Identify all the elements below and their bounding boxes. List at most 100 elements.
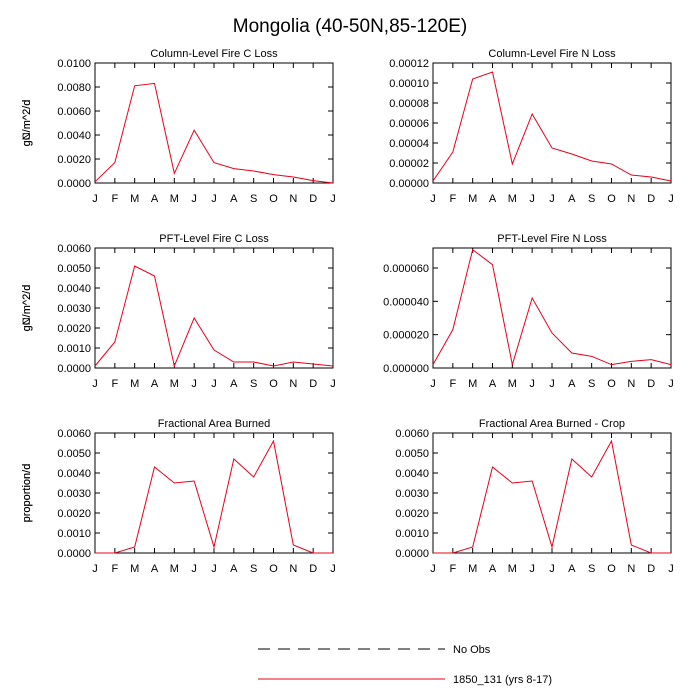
x-tick-label: D <box>309 193 317 205</box>
chart-panel: Column-Level Fire C Loss gC/m^2/d 0.0000 0.… <box>21 48 336 205</box>
legend: No Obs 1850_131 (yrs 8-17) <box>258 644 552 686</box>
chart-title: PFT-Level Fire C Loss <box>159 233 269 245</box>
y-tick-label: 0.000000 <box>383 363 429 375</box>
x-tick-label: M <box>170 193 179 205</box>
series-line <box>94 82 334 184</box>
y-tick-label: 0.0060 <box>395 428 429 440</box>
x-tick-label: O <box>269 378 278 390</box>
x-tick-label: J <box>330 563 336 575</box>
x-tick-label: A <box>489 378 497 390</box>
x-tick-label: O <box>607 193 616 205</box>
x-tick-label: F <box>111 563 118 575</box>
x-tick-label: J <box>92 563 98 575</box>
series-line <box>433 439 671 554</box>
x-tick-label: D <box>647 378 655 390</box>
x-tick-label: S <box>588 563 595 575</box>
x-tick-label: M <box>130 378 139 390</box>
x-tick-label: A <box>151 193 159 205</box>
x-tick-label: A <box>151 378 159 390</box>
x-tick-label: N <box>627 563 635 575</box>
y-tick-label: 0.000020 <box>383 330 429 342</box>
chart-panel: Column-Level Fire N Loss gN/m^2/d 0.00000 0… <box>21 48 674 205</box>
y-tick-label: 0.0050 <box>395 448 429 460</box>
y-tick-label: 0.000040 <box>383 296 429 308</box>
x-tick-label: F <box>111 378 118 390</box>
x-tick-label: N <box>627 378 635 390</box>
chart-panels: Column-Level Fire C Loss gC/m^2/d 0.0000 0.… <box>21 48 674 575</box>
y-axis-label: proportion/d <box>21 464 33 523</box>
x-tick-label: D <box>647 563 655 575</box>
y-tick-label: 0.0010 <box>57 528 91 540</box>
y-tick-label: 0.00002 <box>389 158 429 170</box>
x-tick-label: J <box>549 563 555 575</box>
x-tick-label: A <box>230 563 238 575</box>
x-tick-label: D <box>647 193 655 205</box>
y-tick-label: 0.0030 <box>57 488 91 500</box>
series-line <box>95 439 333 554</box>
x-tick-label: A <box>568 193 576 205</box>
y-tick-label: 0.0040 <box>57 468 91 480</box>
x-tick-label: J <box>549 193 555 205</box>
x-tick-label: J <box>92 378 98 390</box>
chart-title: Column-Level Fire N Loss <box>488 48 616 60</box>
x-tick-label: A <box>568 563 576 575</box>
plot-frame <box>432 62 672 184</box>
x-tick-label: J <box>211 193 217 205</box>
y-tick-label: 0.0040 <box>57 130 91 142</box>
x-tick-label: A <box>151 563 159 575</box>
x-tick-label: D <box>309 378 317 390</box>
x-tick-label: J <box>211 378 217 390</box>
y-axis-label: gN/m^2/d <box>21 100 33 147</box>
x-tick-label: S <box>588 378 595 390</box>
x-tick-label: J <box>430 378 436 390</box>
x-tick-label: J <box>529 193 535 205</box>
x-tick-label: A <box>230 378 238 390</box>
y-tick-label: 0.0000 <box>57 178 91 190</box>
x-tick-label: A <box>489 563 497 575</box>
x-tick-label: J <box>668 563 674 575</box>
x-tick-label: J <box>211 563 217 575</box>
x-tick-label: N <box>289 193 297 205</box>
x-tick-label: M <box>468 193 477 205</box>
x-tick-label: N <box>627 193 635 205</box>
x-tick-label: O <box>269 563 278 575</box>
x-tick-label: A <box>489 193 497 205</box>
x-tick-label: S <box>250 563 257 575</box>
x-tick-label: F <box>449 378 456 390</box>
series-line <box>94 265 334 368</box>
y-tick-label: 0.0000 <box>57 548 91 560</box>
y-tick-label: 0.0010 <box>395 528 429 540</box>
y-tick-label: 0.0030 <box>395 488 429 500</box>
x-tick-label: O <box>607 563 616 575</box>
x-tick-label: S <box>588 193 595 205</box>
y-axis-label: gN/m^2/d <box>21 285 33 332</box>
x-tick-label: M <box>508 193 517 205</box>
x-tick-label: J <box>191 193 197 205</box>
y-tick-label: 0.0020 <box>57 154 91 166</box>
x-tick-label: A <box>568 378 576 390</box>
x-tick-label: J <box>430 193 436 205</box>
y-tick-label: 0.00010 <box>389 78 429 90</box>
x-tick-label: J <box>191 563 197 575</box>
y-tick-label: 0.0060 <box>57 243 91 255</box>
x-tick-label: A <box>230 193 238 205</box>
x-tick-label: J <box>92 193 98 205</box>
x-tick-label: N <box>289 563 297 575</box>
x-tick-label: M <box>468 563 477 575</box>
x-tick-label: O <box>607 378 616 390</box>
chart-title: Fractional Area Burned <box>158 418 271 430</box>
y-tick-label: 0.00000 <box>389 178 429 190</box>
x-tick-label: J <box>668 378 674 390</box>
x-tick-label: M <box>130 193 139 205</box>
y-tick-label: 0.0000 <box>395 548 429 560</box>
y-axis-label: gC/m^2/d <box>21 285 33 332</box>
x-tick-label: D <box>309 563 317 575</box>
plot-frame <box>94 62 334 184</box>
series-line <box>432 71 672 182</box>
y-tick-label: 0.0000 <box>57 363 91 375</box>
x-tick-label: S <box>250 193 257 205</box>
x-tick-label: M <box>130 563 139 575</box>
x-tick-label: N <box>289 378 297 390</box>
x-tick-label: J <box>191 378 197 390</box>
